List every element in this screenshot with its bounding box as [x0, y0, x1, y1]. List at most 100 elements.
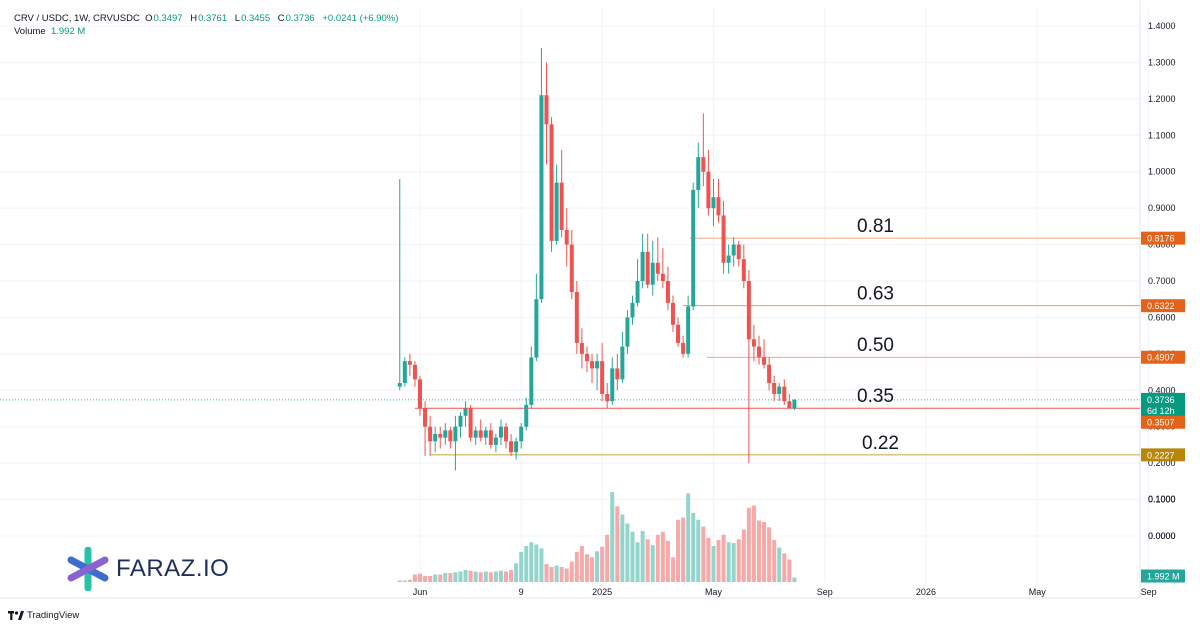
candle-body — [782, 386, 787, 402]
low-label: L — [234, 13, 241, 24]
close-value: 0.3736 — [285, 13, 315, 24]
candle-body — [569, 244, 574, 292]
candle-body — [665, 281, 670, 303]
candle-body — [402, 361, 407, 383]
volume-bar — [574, 552, 579, 582]
candle-body — [418, 379, 422, 409]
level-label: 0.50 — [857, 335, 894, 356]
volume-bar — [590, 557, 595, 582]
y-tick-label: 0.2000 — [1148, 458, 1176, 468]
x-tick-label: May — [705, 587, 723, 597]
volume-bar — [706, 537, 711, 582]
brand-logo: FARAZ.IO — [66, 547, 230, 591]
candle-body — [731, 244, 736, 256]
open-label: O — [145, 13, 153, 24]
candle-body — [438, 434, 443, 438]
time-axis[interactable]: Jun92025MaySep2026MaySep2027 — [413, 587, 1200, 597]
volume-bar — [615, 506, 620, 582]
candle-body — [529, 357, 534, 405]
volume-bar — [554, 565, 559, 582]
volume-bar — [630, 531, 635, 582]
volume-bar — [625, 523, 630, 582]
candle-body — [463, 408, 468, 416]
candle-body — [711, 197, 716, 209]
candle-body — [640, 251, 645, 281]
candle-body — [706, 171, 711, 209]
candlesticks — [397, 47, 797, 471]
volume-bar — [473, 571, 478, 582]
candle-body — [762, 357, 767, 365]
candle-body — [453, 426, 458, 442]
candle-body — [448, 430, 453, 442]
candle-body — [498, 426, 503, 438]
volume-bar — [468, 570, 473, 582]
volume-bar — [762, 522, 767, 582]
volume-tag-bg — [1141, 569, 1185, 583]
candle-body — [412, 364, 417, 380]
volume-bar — [529, 542, 534, 582]
candle-body — [579, 342, 584, 354]
volume-bar — [433, 574, 438, 582]
platform-name: TradingView — [27, 610, 80, 621]
volume-bar — [746, 507, 751, 582]
x-tick-label: 9 — [519, 587, 524, 597]
high-value: 0.3761 — [198, 13, 228, 24]
brand-name: FARAZ.IO — [116, 555, 230, 582]
x-tick-label: Jun — [413, 587, 428, 597]
volume-bar — [782, 553, 787, 582]
candle-body — [595, 361, 600, 369]
candle-body — [650, 262, 655, 285]
volume-bar — [691, 513, 696, 582]
volume-bar — [453, 572, 458, 582]
y-tick-label: 0.7000 — [1148, 276, 1176, 286]
volume-bar — [448, 573, 453, 582]
y-tick-label: 0.1000 — [1148, 495, 1176, 505]
level-price-tag-bg — [1141, 415, 1185, 429]
candle-body — [468, 408, 473, 438]
volume-bar — [584, 554, 589, 582]
candle-body — [645, 251, 650, 285]
candle-body — [620, 346, 625, 380]
candle-body — [736, 244, 741, 260]
candle-body — [509, 441, 514, 453]
y-tick-label: 1.2000 — [1148, 94, 1176, 104]
x-tick-label: Sep — [1141, 587, 1157, 597]
candle-body — [488, 430, 493, 445]
candle-body — [772, 383, 777, 394]
volume-label[interactable]: Volume — [14, 26, 46, 37]
volume-bar — [660, 531, 665, 582]
candle-body — [483, 430, 488, 438]
y-tick-label: 0.9000 — [1148, 203, 1176, 213]
volume-axis-label: 0.0000 — [1148, 531, 1176, 541]
volume-bar — [701, 526, 706, 582]
tradingview-logo[interactable]: TradingView — [8, 610, 79, 621]
volume-bar — [650, 545, 655, 582]
faraz-star-icon — [67, 547, 109, 591]
symbol-title[interactable]: CRV / USDC, 1W, CRVUSDC — [14, 13, 140, 24]
candle-body — [716, 197, 721, 216]
candle-body — [407, 361, 412, 365]
volume-bar — [579, 546, 584, 582]
volume-bar — [767, 527, 772, 582]
volume-bar — [407, 579, 412, 582]
candle-body — [696, 157, 701, 190]
volume-bar — [402, 580, 407, 582]
candle-body — [534, 299, 539, 358]
volume-bar — [731, 543, 736, 582]
volume-bar — [792, 577, 797, 582]
volume-bar — [504, 571, 509, 582]
volume-row: Volume 1.992 M — [14, 25, 403, 38]
candle-body — [443, 430, 448, 438]
horizontal-levels — [0, 237, 1140, 456]
volume-value: 1.992 M — [50, 26, 86, 37]
level-label: 0.22 — [862, 433, 899, 454]
candle-body — [726, 255, 731, 263]
candle-body — [681, 342, 686, 354]
y-tick-label: 1.1000 — [1148, 130, 1176, 140]
price-axis[interactable]: 1.40001.30001.20001.10001.00000.90000.80… — [1148, 21, 1176, 541]
close-label: C — [277, 13, 285, 24]
candle-body — [549, 124, 554, 241]
volume-bar — [751, 505, 756, 582]
